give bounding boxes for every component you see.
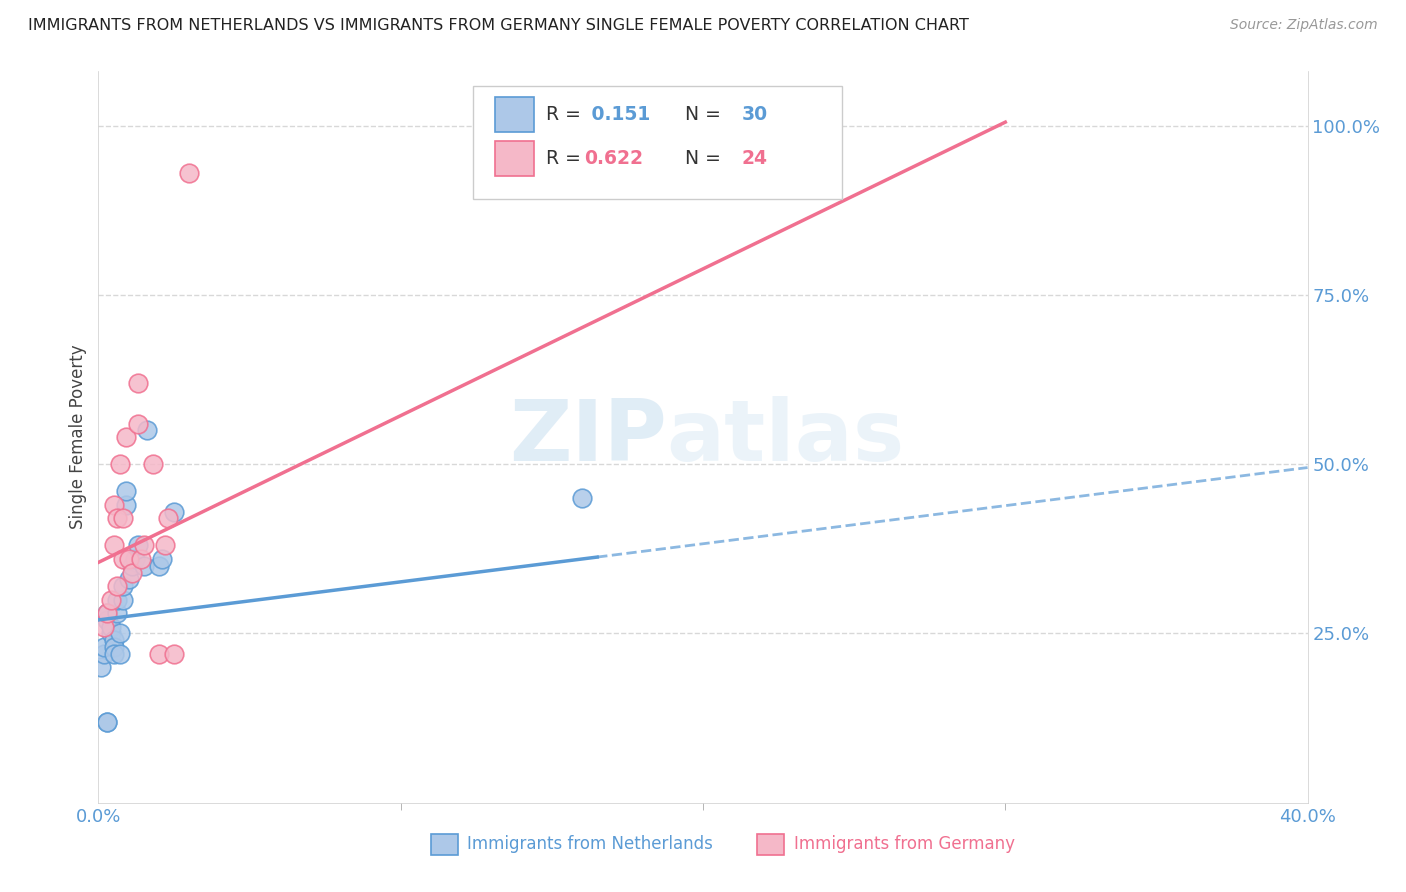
Point [132,538,155,552]
Point [100,626,122,640]
Text: N =: N = [672,149,727,168]
Point [105,592,128,607]
Point [103,633,125,648]
Point [156,511,179,525]
Point [142,457,165,471]
Text: 0.622: 0.622 [585,149,644,168]
Point [118,552,141,566]
Point [124,552,146,566]
Point [127,417,149,431]
Point [121,566,143,580]
Point [121,558,143,573]
Point [163,505,186,519]
Point [571,491,593,505]
Text: IMMIGRANTS FROM NETHERLANDS VS IMMIGRANTS FROM GERMANY SINGLE FEMALE POVERTY COR: IMMIGRANTS FROM NETHERLANDS VS IMMIGRANT… [28,18,969,33]
Point [114,498,136,512]
FancyBboxPatch shape [495,141,534,176]
Text: Immigrants from Germany: Immigrants from Germany [794,836,1015,854]
Text: R =: R = [546,105,586,124]
Text: 30: 30 [742,105,768,124]
Point [127,538,149,552]
Point [163,647,186,661]
Point [179,166,201,180]
Point [114,430,136,444]
Point [111,511,134,525]
Point [96,714,118,729]
Point [96,606,118,620]
Point [108,626,131,640]
Text: R =: R = [546,149,586,168]
Point [111,592,134,607]
Point [602,119,624,133]
Point [90,660,112,674]
Point [105,511,128,525]
Point [135,423,157,437]
Point [111,552,134,566]
Text: Source: ZipAtlas.com: Source: ZipAtlas.com [1230,18,1378,32]
Point [93,620,115,634]
Point [111,579,134,593]
Text: 0.151: 0.151 [585,105,650,124]
Text: Immigrants from Netherlands: Immigrants from Netherlands [467,836,713,854]
Point [118,572,141,586]
FancyBboxPatch shape [758,833,785,855]
Point [103,538,125,552]
FancyBboxPatch shape [474,86,842,200]
Text: 24: 24 [742,149,768,168]
Point [108,457,131,471]
Point [105,579,128,593]
Y-axis label: Single Female Poverty: Single Female Poverty [69,345,87,529]
Point [96,606,118,620]
Point [93,647,115,661]
Point [103,498,125,512]
Text: N =: N = [672,105,727,124]
Point [127,376,149,390]
Point [103,640,125,654]
Point [153,538,176,552]
Point [103,647,125,661]
Point [132,558,155,573]
Point [129,552,152,566]
Point [96,613,118,627]
FancyBboxPatch shape [432,833,457,855]
Point [150,552,173,566]
FancyBboxPatch shape [495,97,534,132]
Text: atlas: atlas [666,395,905,479]
Text: ZIP: ZIP [509,395,666,479]
Point [108,647,131,661]
Point [148,647,170,661]
Point [105,606,128,620]
Point [96,714,118,729]
Point [114,484,136,499]
Point [100,592,122,607]
Point [148,558,170,573]
Point [93,640,115,654]
Point [100,620,122,634]
